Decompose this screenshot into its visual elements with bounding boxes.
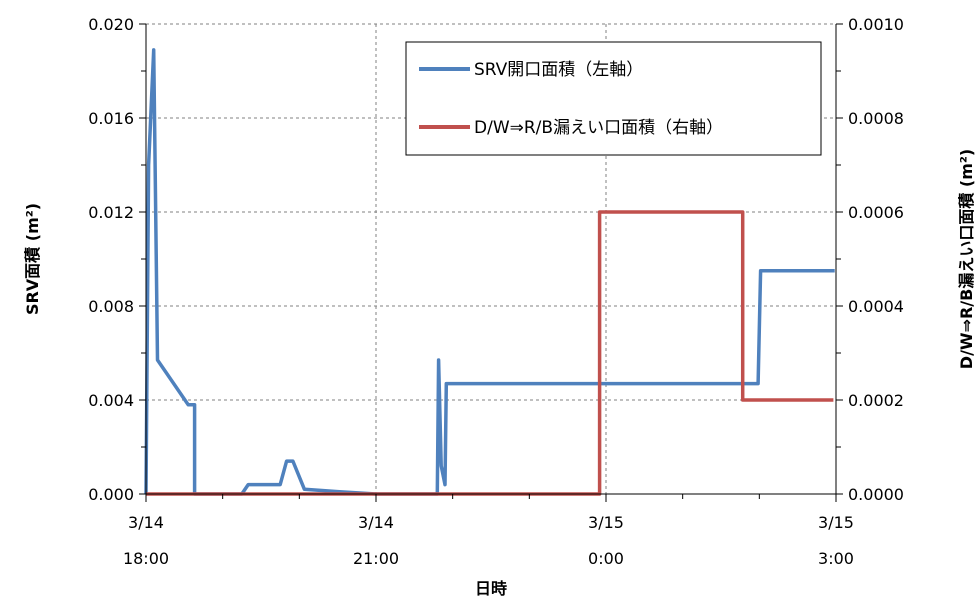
- right-y-tick-label: 0.0008: [848, 109, 904, 128]
- x-tick-label-time: 0:00: [588, 549, 624, 568]
- series-line-srv: [144, 48, 835, 496]
- legend-label-srv: SRV開口面積（左軸）: [474, 60, 643, 80]
- right-axis-title: D/W⇒R/B漏えい口面積 (m²): [957, 149, 976, 369]
- legend-label-leak: D/W⇒R/B漏えい口面積（右軸）: [474, 118, 723, 138]
- right-y-tick-label: 0.0010: [848, 15, 904, 34]
- right-y-tick-label: 0.0000: [848, 485, 904, 504]
- x-axis-title: 日時: [475, 579, 507, 598]
- x-tick-label-date: 3/14: [358, 513, 394, 532]
- right-y-tick-label: 0.0006: [848, 203, 904, 222]
- left-y-tick-label: 0.004: [88, 391, 134, 410]
- axes: [139, 23, 843, 502]
- left-y-tick-label: 0.008: [88, 297, 134, 316]
- legend-box: [405, 41, 822, 156]
- x-tick-label-date: 3/14: [128, 513, 164, 532]
- right-y-tick-label: 0.0004: [848, 297, 904, 316]
- x-tick-label-date: 3/15: [818, 513, 854, 532]
- x-tick-label-date: 3/15: [588, 513, 624, 532]
- x-tick-label-time: 18:00: [123, 549, 169, 568]
- x-tick-label-time: 3:00: [818, 549, 854, 568]
- left-axis-title: SRV面積 (m²): [23, 203, 42, 315]
- left-y-tick-label: 0.000: [88, 485, 134, 504]
- left-y-tick-label: 0.020: [88, 15, 134, 34]
- right-y-tick-label: 0.0002: [848, 391, 904, 410]
- legend: SRV開口面積（左軸） D/W⇒R/B漏えい口面積（右軸）: [405, 41, 822, 156]
- x-tick-label-time: 21:00: [353, 549, 399, 568]
- left-y-tick-label: 0.012: [88, 203, 134, 222]
- tick-labels: 0.000 0.004 0.008 0.012 0.016 0.020 0.0000 0.00…: [88, 15, 904, 568]
- left-y-tick-label: 0.016: [88, 109, 134, 128]
